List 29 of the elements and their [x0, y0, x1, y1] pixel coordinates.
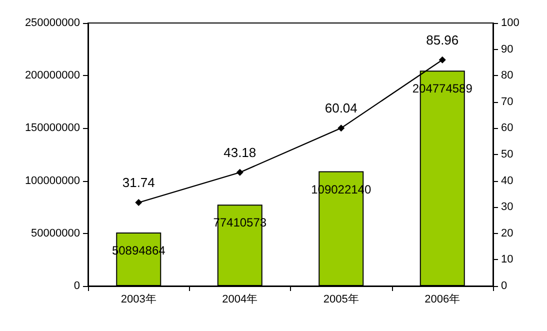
point: [236, 168, 244, 176]
data-label: 85.96: [426, 32, 459, 48]
y2-tick-label: 30: [501, 201, 514, 214]
y2-tick-label: 20: [501, 227, 514, 240]
x-tick-label: 2005年: [323, 294, 359, 306]
y2-tick-label: 100: [501, 17, 520, 29]
data-label: 43.18: [224, 144, 256, 160]
data-label: 31.74: [122, 175, 155, 190]
y2-tick-label: 40: [501, 174, 514, 187]
y2-tick-label: 80: [501, 70, 514, 82]
y2-tick-label: 50: [501, 148, 514, 160]
x-tick-label: 2003年: [120, 294, 156, 306]
y2-tick-label: 10: [501, 254, 514, 266]
y-tick-label: 0: [74, 280, 80, 292]
y2-tick-label: 90: [501, 43, 514, 56]
y2-tick-label: 70: [501, 96, 514, 108]
point: [438, 56, 446, 64]
data-label: 60.04: [324, 100, 358, 116]
y-tick-label: 100000000: [24, 174, 80, 187]
y-tick-label: 250000000: [24, 17, 80, 29]
x-tick-label: 2006年: [424, 294, 460, 306]
y-tick-label: 200000000: [24, 70, 80, 82]
y-tick-label: 50000000: [31, 227, 80, 240]
y2-tick-label: 60: [501, 122, 514, 134]
y-tick-label: 150000000: [24, 122, 80, 134]
point: [338, 124, 345, 132]
point: [135, 199, 142, 206]
y2-tick-label: 0: [501, 280, 508, 292]
x-tick-label: 2004年: [222, 294, 258, 306]
